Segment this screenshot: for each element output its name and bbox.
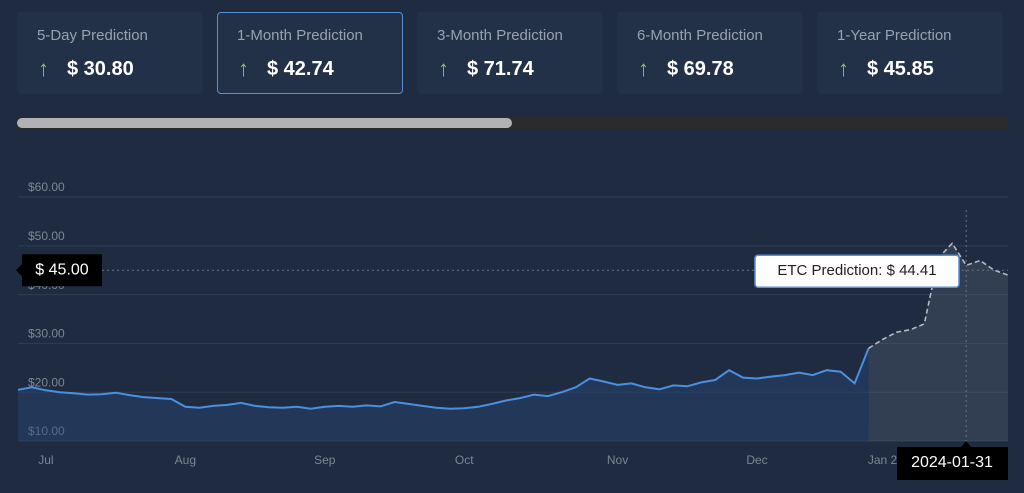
area	[18, 348, 869, 441]
up-arrow: ↑	[638, 56, 649, 81]
y-tick-label: $60.00	[28, 180, 65, 194]
prediction-card[interactable]: 1-Year Prediction ↑ $ 45.85	[817, 12, 1003, 94]
card-value: $ 71.74	[467, 58, 534, 80]
card-value: $ 45.85	[867, 58, 934, 80]
card-value: $ 30.80	[67, 58, 134, 80]
up-arrow: ↑	[38, 56, 49, 81]
area	[868, 243, 1008, 441]
card-label: 6-Month Prediction	[637, 27, 763, 44]
x-tick-label: Oct	[455, 453, 474, 467]
y-tick-label: $30.00	[28, 327, 65, 341]
up-arrow: ↑	[238, 56, 249, 81]
x-crosshair-label: 2024-01-31	[911, 454, 993, 471]
x-tick-label: Aug	[175, 453, 196, 467]
tooltip-text: ETC Prediction: $ 44.41	[777, 262, 936, 279]
y-crosshair-label: $ 45.00	[35, 261, 88, 278]
up-arrow: ↑	[438, 56, 449, 81]
y-crosshair-box	[16, 254, 102, 287]
card-value: $ 42.74	[267, 58, 334, 80]
y-tick-label: $10.00	[28, 424, 65, 438]
scroll-thumb[interactable]	[17, 118, 512, 128]
x-tick-label: Jan 2	[868, 453, 898, 467]
card-label: 1-Month Prediction	[237, 27, 363, 44]
x-crosshair-box	[897, 441, 1008, 480]
prediction-card[interactable]: 5-Day Prediction ↑ $ 30.80	[17, 12, 203, 94]
prediction-card[interactable]: 1-Month Prediction ↑ $ 42.74	[217, 12, 403, 94]
y-tick-label: $50.00	[28, 229, 65, 243]
card-value: $ 69.78	[667, 58, 734, 80]
tooltip-box	[754, 254, 960, 288]
y-tick-label: $20.00	[28, 375, 65, 389]
card-label: 5-Day Prediction	[37, 27, 148, 44]
x-tick-label: Sep	[314, 453, 336, 467]
x-tick-label: Nov	[607, 453, 628, 467]
prediction-card[interactable]: 3-Month Prediction ↑ $ 71.74	[417, 12, 603, 94]
x-tick-label: Dec	[746, 453, 767, 467]
line	[17, 347, 870, 410]
up-arrow: ↑	[838, 56, 849, 81]
card-label: 1-Year Prediction	[837, 27, 952, 44]
card-label: 3-Month Prediction	[437, 27, 563, 44]
prediction-card[interactable]: 6-Month Prediction ↑ $ 69.78	[617, 12, 803, 94]
x-tick-label: Jul	[38, 453, 53, 467]
